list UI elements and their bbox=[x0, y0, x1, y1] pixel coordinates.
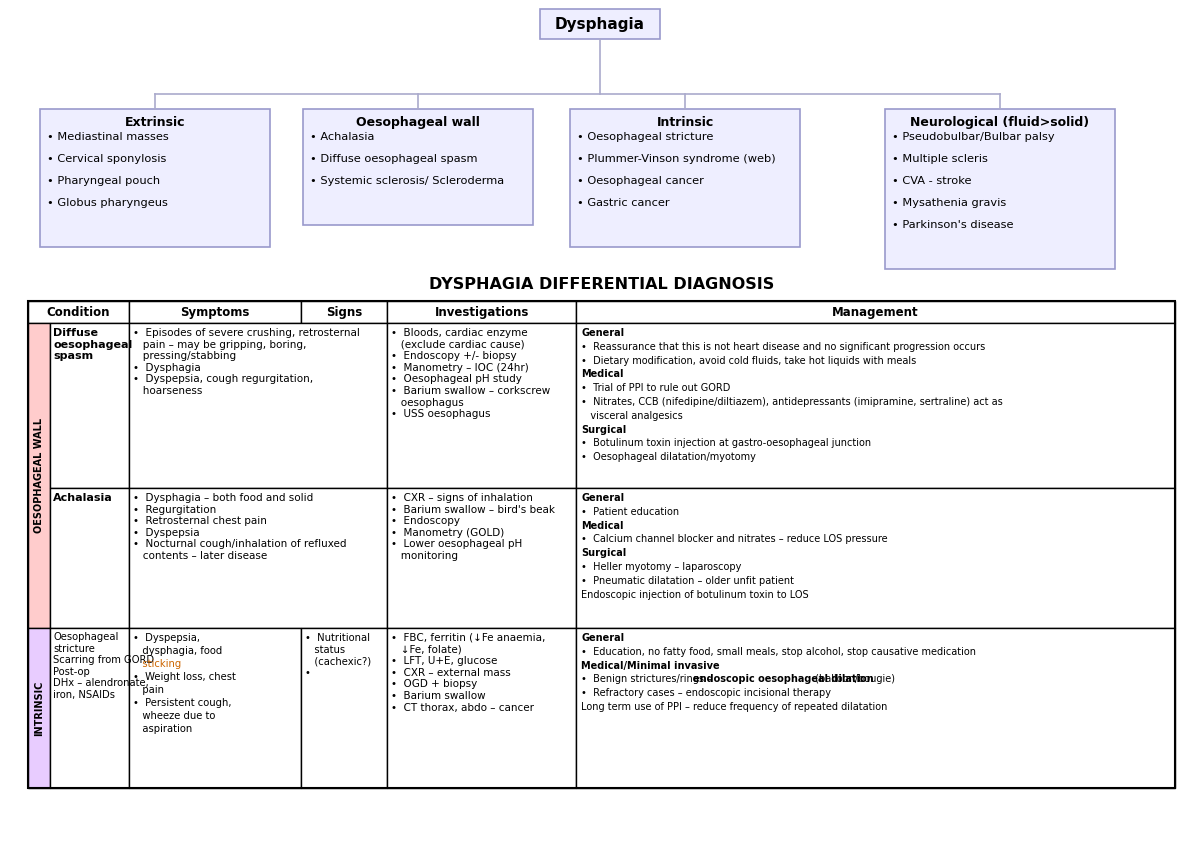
Text: Achalasia: Achalasia bbox=[53, 493, 113, 503]
FancyBboxPatch shape bbox=[50, 323, 128, 488]
Text: Extrinsic: Extrinsic bbox=[125, 115, 185, 128]
Text: •  FBC, ferritin (↓Fe anaemia,
   ↓Fe, folate)
•  LFT, U+E, glucose
•  CXR – ext: • FBC, ferritin (↓Fe anaemia, ↓Fe, folat… bbox=[391, 633, 545, 712]
Text: Oesophageal wall: Oesophageal wall bbox=[356, 115, 480, 128]
Text: Investigations: Investigations bbox=[434, 306, 529, 318]
Text: • Plummer-Vinson syndrome (web): • Plummer-Vinson syndrome (web) bbox=[577, 154, 775, 164]
FancyBboxPatch shape bbox=[128, 323, 388, 488]
Text: DYSPHAGIA DIFFERENTIAL DIAGNOSIS: DYSPHAGIA DIFFERENTIAL DIAGNOSIS bbox=[428, 277, 774, 291]
Text: INTRINSIC: INTRINSIC bbox=[34, 680, 44, 736]
FancyBboxPatch shape bbox=[388, 323, 576, 488]
Text: endoscopic oesophageal dilation: endoscopic oesophageal dilation bbox=[692, 674, 874, 684]
FancyBboxPatch shape bbox=[388, 488, 576, 628]
Text: Surgical: Surgical bbox=[581, 548, 626, 558]
Text: •  CXR – signs of inhalation
•  Barium swallow – bird's beak
•  Endoscopy
•  Man: • CXR – signs of inhalation • Barium swa… bbox=[391, 493, 556, 561]
FancyBboxPatch shape bbox=[576, 301, 1175, 323]
Text: •  Patient education: • Patient education bbox=[581, 507, 679, 517]
Text: General: General bbox=[581, 633, 624, 643]
Text: • CVA - stroke: • CVA - stroke bbox=[892, 176, 972, 186]
Text: •  Botulinum toxin injection at gastro-oesophageal junction: • Botulinum toxin injection at gastro-oe… bbox=[581, 438, 871, 448]
FancyBboxPatch shape bbox=[28, 628, 50, 788]
Text: •  Bloods, cardiac enzyme
   (exclude cardiac cause)
•  Endoscopy +/- biopsy
•  : • Bloods, cardiac enzyme (exclude cardia… bbox=[391, 328, 551, 419]
Text: Surgical: Surgical bbox=[581, 424, 626, 435]
FancyBboxPatch shape bbox=[128, 628, 301, 788]
Text: wheeze due to: wheeze due to bbox=[133, 711, 215, 721]
Text: Diffuse
oesophageal
spasm: Diffuse oesophageal spasm bbox=[53, 328, 132, 361]
Text: •  Nutritional
   status
   (cachexic?)
•: • Nutritional status (cachexic?) • bbox=[305, 633, 371, 678]
Text: sticking: sticking bbox=[133, 659, 181, 669]
Text: visceral analgesics: visceral analgesics bbox=[581, 411, 683, 421]
Text: aspiration: aspiration bbox=[133, 724, 192, 734]
FancyBboxPatch shape bbox=[388, 301, 576, 323]
Text: Endoscopic injection of botulinum toxin to LOS: Endoscopic injection of botulinum toxin … bbox=[581, 589, 809, 599]
Text: • Oesophageal cancer: • Oesophageal cancer bbox=[577, 176, 704, 186]
Text: •  Refractory cases – endoscopic incisional therapy: • Refractory cases – endoscopic incision… bbox=[581, 689, 832, 698]
Text: Long term use of PPI – reduce frequency of repeated dilatation: Long term use of PPI – reduce frequency … bbox=[581, 702, 888, 712]
Text: •  Oesophageal dilatation/myotomy: • Oesophageal dilatation/myotomy bbox=[581, 453, 756, 462]
Text: •  Dyspepsia,: • Dyspepsia, bbox=[133, 633, 200, 643]
Text: dysphagia, food: dysphagia, food bbox=[133, 646, 222, 656]
Text: •  Pneumatic dilatation – older unfit patient: • Pneumatic dilatation – older unfit pat… bbox=[581, 576, 794, 586]
Text: Medical/Minimal invasive: Medical/Minimal invasive bbox=[581, 661, 720, 671]
Text: Symptoms: Symptoms bbox=[180, 306, 250, 318]
FancyBboxPatch shape bbox=[50, 628, 128, 788]
Text: • Cervical sponylosis: • Cervical sponylosis bbox=[47, 154, 167, 164]
Text: General: General bbox=[581, 328, 624, 338]
Text: Signs: Signs bbox=[326, 306, 362, 318]
FancyBboxPatch shape bbox=[540, 9, 660, 39]
Text: • Gastric cancer: • Gastric cancer bbox=[577, 198, 670, 208]
Text: • Achalasia: • Achalasia bbox=[310, 132, 374, 142]
Text: Condition: Condition bbox=[47, 306, 110, 318]
Text: Intrinsic: Intrinsic bbox=[656, 115, 714, 128]
Text: Dysphagia: Dysphagia bbox=[554, 16, 646, 31]
Text: •  Trial of PPI to rule out GORD: • Trial of PPI to rule out GORD bbox=[581, 383, 731, 393]
FancyBboxPatch shape bbox=[576, 488, 1175, 628]
Text: •  Reassurance that this is not heart disease and no significant progression occ: • Reassurance that this is not heart dis… bbox=[581, 342, 985, 351]
Text: •  Dysphagia – both food and solid
•  Regurgitation
•  Retrosternal chest pain
•: • Dysphagia – both food and solid • Regu… bbox=[133, 493, 347, 561]
Text: • Diffuse oesophageal spasm: • Diffuse oesophageal spasm bbox=[310, 154, 478, 164]
Text: • Pharyngeal pouch: • Pharyngeal pouch bbox=[47, 176, 160, 186]
Text: •  Nitrates, CCB (nifedipine/diltiazem), antidepressants (imipramine, sertraline: • Nitrates, CCB (nifedipine/diltiazem), … bbox=[581, 397, 1003, 407]
FancyBboxPatch shape bbox=[576, 323, 1175, 488]
Text: •  Education, no fatty food, small meals, stop alcohol, stop causative medicatio: • Education, no fatty food, small meals,… bbox=[581, 647, 977, 657]
FancyBboxPatch shape bbox=[28, 301, 128, 323]
Text: •  Calcium channel blocker and nitrates – reduce LOS pressure: • Calcium channel blocker and nitrates –… bbox=[581, 534, 888, 544]
FancyBboxPatch shape bbox=[50, 488, 128, 628]
Text: •  Dietary modification, avoid cold fluids, take hot liquids with meals: • Dietary modification, avoid cold fluid… bbox=[581, 356, 917, 366]
Text: • Oesophageal stricture: • Oesophageal stricture bbox=[577, 132, 713, 142]
Text: •  Episodes of severe crushing, retrosternal
   pain – may be gripping, boring,
: • Episodes of severe crushing, retroster… bbox=[133, 328, 360, 396]
Text: • Multiple scleris: • Multiple scleris bbox=[892, 154, 988, 164]
FancyBboxPatch shape bbox=[570, 109, 800, 247]
FancyBboxPatch shape bbox=[302, 109, 533, 225]
FancyBboxPatch shape bbox=[388, 628, 576, 788]
Text: • Mysathenia gravis: • Mysathenia gravis bbox=[892, 198, 1007, 208]
Text: •  Heller myotomy – laparoscopy: • Heller myotomy – laparoscopy bbox=[581, 562, 742, 572]
Text: • Pseudobulbar/Bulbar palsy: • Pseudobulbar/Bulbar palsy bbox=[892, 132, 1055, 142]
Text: (balloon/bougie): (balloon/bougie) bbox=[812, 674, 895, 684]
Text: Medical: Medical bbox=[581, 520, 624, 531]
FancyBboxPatch shape bbox=[40, 109, 270, 247]
Text: General: General bbox=[581, 493, 624, 503]
Text: • Parkinson's disease: • Parkinson's disease bbox=[892, 220, 1014, 230]
Text: • Globus pharyngeus: • Globus pharyngeus bbox=[47, 198, 168, 208]
Text: Neurological (fluid>solid): Neurological (fluid>solid) bbox=[911, 115, 1090, 128]
Text: •  Benign strictures/rings –: • Benign strictures/rings – bbox=[581, 674, 715, 684]
Text: Management: Management bbox=[833, 306, 919, 318]
Text: Medical: Medical bbox=[581, 369, 624, 380]
Text: •  Persistent cough,: • Persistent cough, bbox=[133, 698, 232, 708]
FancyBboxPatch shape bbox=[301, 301, 388, 323]
FancyBboxPatch shape bbox=[886, 109, 1115, 269]
Text: • Systemic sclerosis/ Scleroderma: • Systemic sclerosis/ Scleroderma bbox=[310, 176, 504, 186]
Text: • Mediastinal masses: • Mediastinal masses bbox=[47, 132, 169, 142]
FancyBboxPatch shape bbox=[576, 628, 1175, 788]
Text: pain: pain bbox=[133, 685, 164, 695]
FancyBboxPatch shape bbox=[28, 323, 50, 628]
FancyBboxPatch shape bbox=[301, 628, 388, 788]
Text: •  Weight loss, chest: • Weight loss, chest bbox=[133, 672, 236, 682]
Text: OESOPHAGEAL WALL: OESOPHAGEAL WALL bbox=[34, 418, 44, 533]
FancyBboxPatch shape bbox=[128, 301, 301, 323]
FancyBboxPatch shape bbox=[128, 488, 388, 628]
Text: Oesophageal
stricture
Scarring from GORD
Post-op
DHx – alendronate,
iron, NSAIDs: Oesophageal stricture Scarring from GORD… bbox=[53, 632, 154, 700]
